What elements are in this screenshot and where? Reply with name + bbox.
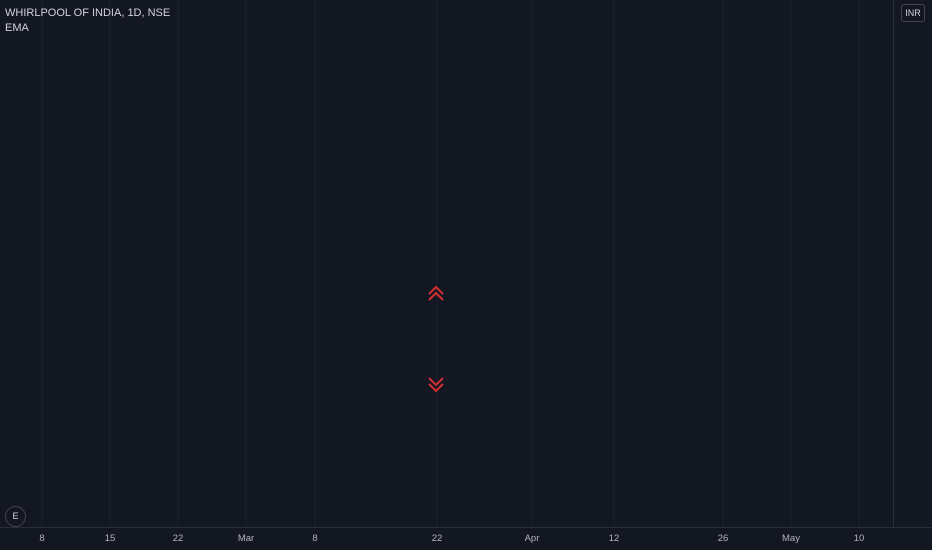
- date-tick-label: 22: [173, 533, 184, 544]
- date-tick-label: 12: [609, 533, 620, 544]
- breakout-down-arrow-icon[interactable]: [428, 377, 444, 393]
- symbol-title[interactable]: WHIRLPOOL OF INDIA, 1D, NSE: [5, 7, 171, 19]
- date-tick-label: Apr: [525, 533, 540, 544]
- date-tick-label: Mar: [238, 533, 254, 544]
- date-tick-label: 10: [854, 533, 865, 544]
- currency-button[interactable]: INR: [901, 4, 925, 22]
- breakout-up-arrow-icon[interactable]: [428, 285, 444, 301]
- ema-indicator-label[interactable]: EMA: [5, 22, 29, 34]
- date-tick-label: 26: [718, 533, 729, 544]
- date-tick-label: 8: [39, 533, 44, 544]
- date-tick-label: 15: [105, 533, 116, 544]
- e-icon[interactable]: E: [5, 506, 26, 527]
- date-tick-label: 8: [312, 533, 317, 544]
- date-tick-label: 22: [432, 533, 443, 544]
- date-tick-label: May: [782, 533, 800, 544]
